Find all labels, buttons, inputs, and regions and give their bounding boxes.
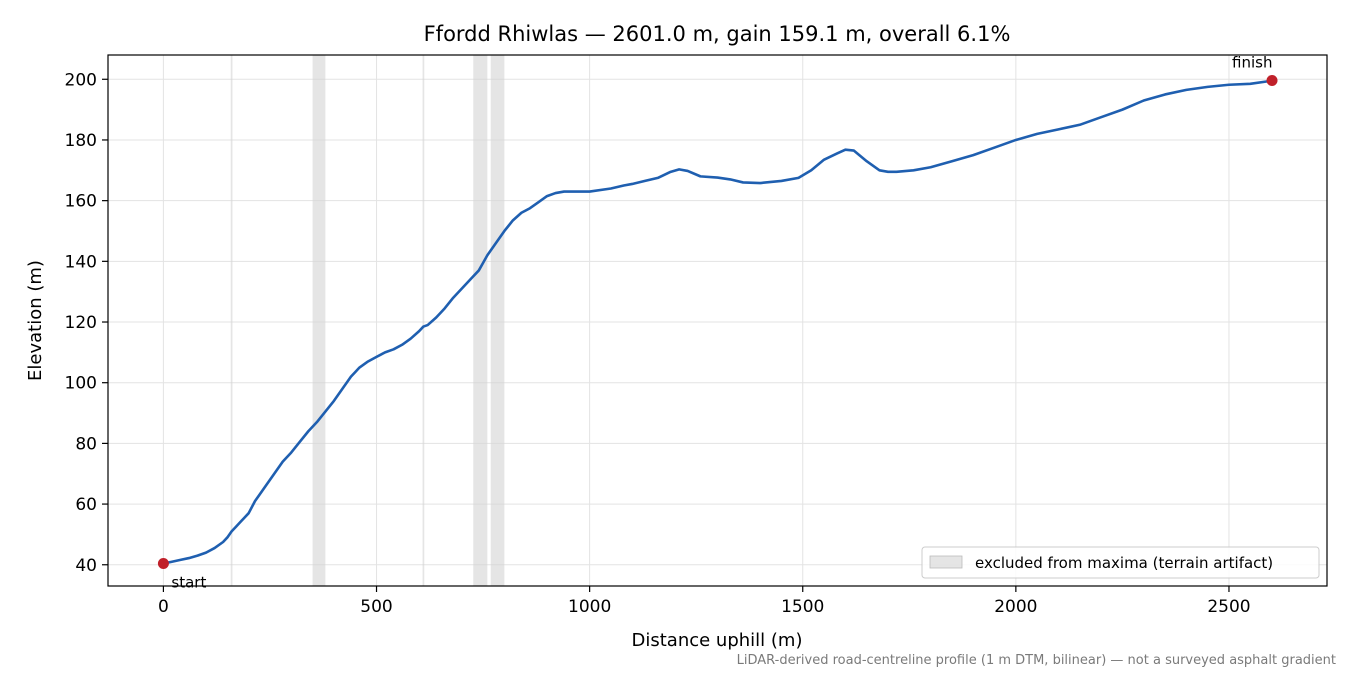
plot-frame [107, 54, 1328, 587]
y-tick-label: 60 [75, 495, 97, 515]
y-tick-label: 200 [65, 70, 97, 90]
legend-label: excluded from maxima (terrain artifact) [975, 554, 1273, 572]
plot-content [108, 55, 1327, 586]
y-tick-label: 40 [75, 556, 97, 576]
finish-label: finish [1232, 53, 1272, 71]
legend-swatch-excluded [929, 555, 963, 569]
footnote: LiDAR-derived road-centreline profile (1… [737, 653, 1336, 668]
x-tick-label: 2500 [1207, 597, 1250, 617]
finish-marker [1266, 74, 1278, 86]
x-axis-label: Distance uphill (m) [632, 630, 803, 651]
start-marker [157, 558, 169, 570]
plot-area: start finish [108, 53, 1327, 592]
legend: excluded from maxima (terrain artifact) [921, 546, 1320, 579]
x-tick-label: 1000 [568, 597, 611, 617]
y-tick-label: 100 [65, 374, 97, 394]
excluded-band [312, 55, 326, 586]
x-tick-label: 0 [158, 597, 169, 617]
y-tick-label: 180 [65, 131, 97, 151]
excluded-band [473, 55, 488, 586]
y-axis-label: Elevation (m) [25, 260, 46, 381]
y-tick-label: 140 [65, 252, 97, 272]
y-tick-label: 160 [65, 192, 97, 212]
start-label: start [171, 574, 206, 592]
x-tick-label: 1500 [781, 597, 824, 617]
excluded-band [490, 55, 505, 586]
x-tick-label: 2000 [994, 597, 1037, 617]
elevation-line [163, 79, 1273, 565]
x-tick-label: 500 [360, 597, 392, 617]
y-tick-label: 80 [75, 434, 97, 454]
excluded-band [422, 55, 425, 586]
axis-ticks: 0 500 1000 1500 2000 2500 40 60 80 100 120 140 160 18… [65, 70, 1251, 617]
legend-box [921, 546, 1320, 579]
y-tick-label: 120 [65, 313, 97, 333]
chart-title: Ffordd Rhiwlas — 2601.0 m, gain 159.1 m,… [424, 22, 1011, 46]
excluded-band [230, 55, 233, 586]
